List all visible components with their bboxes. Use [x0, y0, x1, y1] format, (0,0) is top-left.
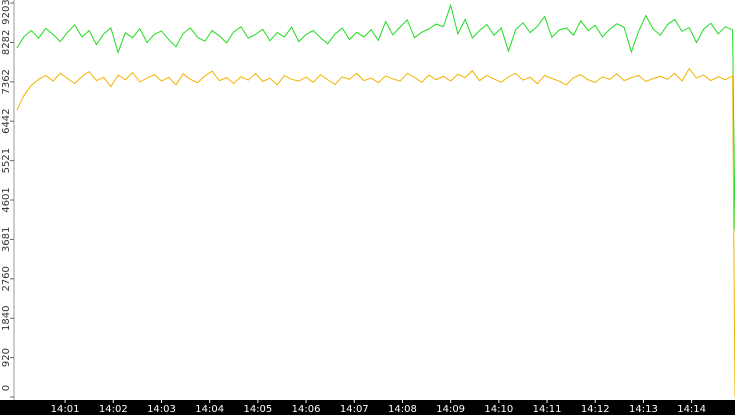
y-tick-label: 4601: [1, 187, 12, 212]
x-axis-band: [0, 400, 735, 415]
y-tick-label: 920: [1, 348, 12, 367]
y-tick-label: 3681: [1, 227, 12, 252]
series-line: [16, 67, 735, 398]
y-tick-label: 1840: [1, 305, 12, 330]
y-tick-label: 9203: [1, 0, 12, 25]
y-tick-label: 0: [1, 385, 12, 391]
series-line: [16, 3, 735, 231]
y-tick-label: 7362: [1, 69, 12, 94]
x-tick-label: 14:14: [677, 404, 706, 415]
x-tick-label: 14:07: [340, 404, 369, 415]
x-tick-label: 14:03: [147, 404, 176, 415]
x-tick-label: 14:06: [292, 404, 321, 415]
y-tick-label: 8282: [1, 30, 12, 55]
x-tick-label: 14:11: [533, 404, 562, 415]
x-tick-label: 14:13: [629, 404, 658, 415]
x-tick-label: 14:10: [484, 404, 513, 415]
y-tick-label: 2760: [1, 266, 12, 291]
x-tick-label: 14:09: [436, 404, 465, 415]
x-tick-label: 14:02: [99, 404, 128, 415]
x-tick-label: 14:05: [243, 404, 272, 415]
x-tick-label: 14:01: [51, 404, 80, 415]
x-tick-label: 14:08: [388, 404, 417, 415]
x-tick-label: 14:04: [195, 404, 224, 415]
y-tick-label: 6442: [1, 108, 12, 133]
y-tick-label: 5521: [1, 148, 12, 173]
x-tick-label: 14:12: [581, 404, 610, 415]
